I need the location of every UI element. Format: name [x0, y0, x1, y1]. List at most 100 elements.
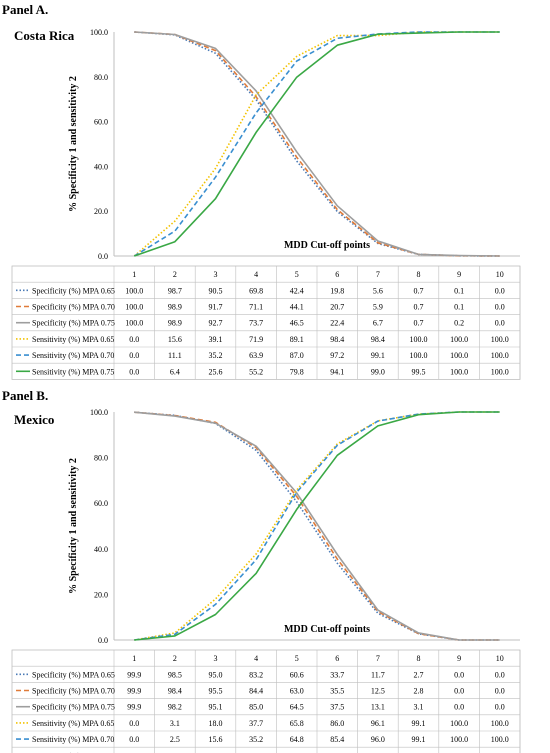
data-label: 11.1 [168, 351, 182, 360]
data-label: 0.0 [495, 303, 505, 312]
legend-entry: Specificity (%) MPA 0.70 [32, 303, 115, 312]
data-label: 99.5 [412, 367, 426, 376]
x-tick-label: 1 [132, 270, 136, 279]
data-label: 0.0 [495, 670, 505, 679]
data-label: 93.9 [371, 751, 385, 753]
data-label: 99.1 [412, 719, 426, 728]
data-label: 100.0 [450, 367, 468, 376]
data-label: 65.8 [290, 719, 304, 728]
y-tick-label: 20.0 [94, 590, 108, 599]
x-tick-label: 4 [254, 270, 258, 279]
data-label: 98.9 [168, 303, 182, 312]
data-label: 0.0 [129, 751, 139, 753]
data-label: 100.0 [491, 335, 509, 344]
data-label: 42.4 [290, 286, 304, 295]
data-label: 99.1 [412, 735, 426, 744]
data-label: 87.0 [290, 351, 304, 360]
legend-entry: Specificity (%) MPA 0.65 [32, 286, 115, 295]
data-label: 25.6 [209, 367, 223, 376]
data-label: 97.2 [330, 351, 344, 360]
data-label: 100.0 [491, 735, 509, 744]
data-label: 100.0 [491, 367, 509, 376]
x-tick-label: 10 [496, 654, 504, 663]
data-label: 89.1 [290, 335, 304, 344]
data-label: 100.0 [491, 751, 509, 753]
data-label: 64.8 [290, 735, 304, 744]
data-label: 99.9 [127, 687, 141, 696]
data-label: 96.1 [371, 719, 385, 728]
data-label: 20.7 [330, 303, 344, 312]
data-label: 69.8 [249, 286, 263, 295]
data-label: 0.0 [129, 735, 139, 744]
series-line-4 [134, 411, 500, 641]
series-line-5 [134, 411, 500, 641]
panel-b-country: Mexico [14, 412, 55, 427]
data-label: 2.8 [414, 687, 424, 696]
data-label: 83.2 [249, 670, 263, 679]
x-tick-label: 8 [417, 270, 421, 279]
x-tick-label: 9 [457, 270, 461, 279]
y-tick-label: 80.0 [94, 73, 108, 82]
data-label: 0.0 [129, 719, 139, 728]
data-label: 0.0 [454, 670, 464, 679]
data-label: 81.0 [330, 751, 344, 753]
data-label: 100.0 [491, 351, 509, 360]
x-tick-label: 3 [214, 654, 218, 663]
data-label: 100.0 [450, 351, 468, 360]
data-label: 60.6 [290, 670, 304, 679]
y-tick-label: 80.0 [94, 454, 108, 463]
data-label: 0.0 [495, 687, 505, 696]
x-axis-label: MDD Cut-off points [284, 240, 370, 251]
data-label: 96.0 [371, 735, 385, 744]
data-label: 44.1 [290, 303, 304, 312]
data-label: 3.1 [170, 719, 180, 728]
data-label: 95.5 [209, 687, 223, 696]
data-label: 98.4 [330, 335, 344, 344]
x-tick-label: 2 [173, 270, 177, 279]
data-label: 100.0 [125, 303, 143, 312]
data-label: 98.8 [412, 751, 426, 753]
x-tick-label: 4 [254, 654, 258, 663]
data-label: 95.0 [209, 670, 223, 679]
x-tick-label: 10 [496, 270, 504, 279]
y-tick-label: 0.0 [98, 252, 108, 261]
y-axis-label: % Specificity 1 and sensitivity 2 [68, 458, 79, 594]
data-label: 100.0 [410, 351, 428, 360]
data-label: 11.7 [371, 670, 385, 679]
data-label: 13.1 [371, 703, 385, 712]
data-label: 35.5 [330, 687, 344, 696]
panel-a-country: Costa Rica [14, 28, 75, 43]
y-axis-label: % Specificity 1 and sensitivity 2 [68, 76, 79, 212]
data-label: 85.4 [330, 735, 344, 744]
data-label: 91.7 [209, 303, 223, 312]
data-label: 94.1 [330, 367, 344, 376]
data-label: 57.3 [290, 751, 304, 753]
x-tick-label: 2 [173, 654, 177, 663]
data-label: 0.1 [454, 286, 464, 295]
data-label: 100.0 [125, 286, 143, 295]
legend-entry: Sensitivity (%) MPA 0.70 [32, 735, 114, 744]
data-label: 100.0 [491, 719, 509, 728]
y-tick-label: 60.0 [94, 118, 108, 127]
data-label: 86.0 [330, 719, 344, 728]
data-label: 0.0 [129, 335, 139, 344]
data-label: 100.0 [450, 735, 468, 744]
x-tick-label: 6 [335, 654, 339, 663]
x-tick-label: 7 [376, 270, 380, 279]
data-label: 2.5 [170, 735, 180, 744]
y-tick-label: 40.0 [94, 162, 108, 171]
data-label: 100.0 [450, 719, 468, 728]
legend-entry: Sensitivity (%) MPA 0.75 [32, 751, 114, 753]
data-label: 99.0 [371, 367, 385, 376]
data-label: 0.7 [414, 286, 424, 295]
data-label: 11.2 [209, 751, 223, 753]
series-line-3 [133, 31, 500, 257]
legend-entry: Specificity (%) MPA 0.70 [32, 687, 115, 696]
x-tick-label: 7 [376, 654, 380, 663]
data-label: 64.5 [290, 703, 304, 712]
legend-entry: Sensitivity (%) MPA 0.75 [32, 367, 114, 376]
series-line-3 [134, 411, 500, 641]
series-line-4 [133, 31, 500, 257]
x-tick-label: 9 [457, 654, 461, 663]
data-label: 18.0 [209, 719, 223, 728]
